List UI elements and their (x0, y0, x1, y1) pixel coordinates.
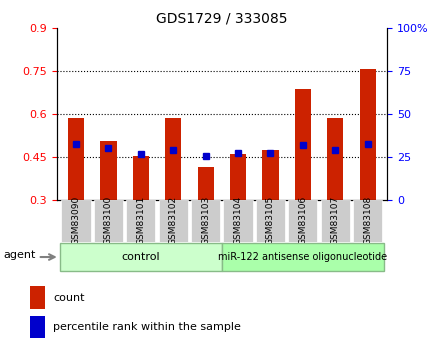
Bar (165, 118, 181, 200)
Bar (30, 286, 45, 309)
Text: miR-122 antisense oligonucleotide: miR-122 antisense oligonucleotide (218, 252, 387, 262)
Text: GSM83090: GSM83090 (71, 196, 80, 245)
Bar (320, 200, 349, 242)
Bar (262, 150, 278, 200)
Bar (326, 118, 342, 200)
Bar (230, 154, 246, 200)
Bar (255, 200, 284, 242)
Bar (191, 200, 220, 242)
Text: GSM83104: GSM83104 (233, 196, 242, 245)
Bar (126, 200, 155, 242)
Bar (132, 156, 148, 200)
Bar (221, 243, 383, 271)
Text: GSM83102: GSM83102 (168, 196, 178, 245)
Bar (61, 200, 90, 242)
Text: agent: agent (3, 250, 35, 260)
Text: GSM83105: GSM83105 (265, 196, 274, 245)
Bar (94, 200, 123, 242)
Text: GSM83101: GSM83101 (136, 196, 145, 245)
Bar (288, 200, 317, 242)
Bar (223, 200, 252, 242)
Text: GSM83103: GSM83103 (201, 196, 210, 245)
Bar (359, 69, 375, 200)
Text: GSM83106: GSM83106 (298, 196, 307, 245)
Bar (294, 89, 310, 200)
Bar (100, 141, 116, 200)
Text: GSM83100: GSM83100 (104, 196, 113, 245)
Bar (30, 315, 45, 338)
Text: count: count (53, 293, 84, 303)
Text: GSM83108: GSM83108 (362, 196, 372, 245)
Text: control: control (121, 252, 160, 262)
Text: GSM83107: GSM83107 (330, 196, 339, 245)
Bar (68, 118, 84, 200)
Title: GDS1729 / 333085: GDS1729 / 333085 (156, 11, 287, 25)
Bar (59, 243, 221, 271)
Bar (158, 200, 187, 242)
Bar (352, 200, 381, 242)
Bar (197, 167, 213, 200)
Text: percentile rank within the sample: percentile rank within the sample (53, 322, 240, 332)
